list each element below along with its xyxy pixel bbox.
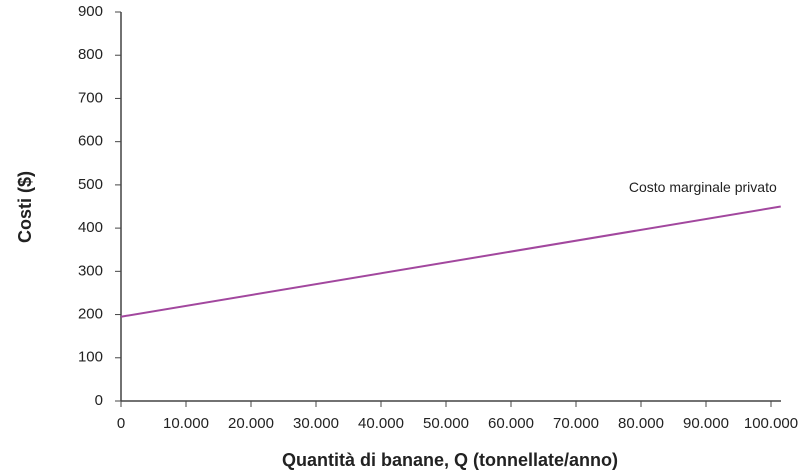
x-tick-label: 50.000 (423, 415, 469, 432)
y-tick-label: 500 (78, 176, 103, 193)
x-tick-label: 20.000 (228, 415, 274, 432)
y-tick-label: 800 (78, 46, 103, 63)
line-label: Costo marginale privato (629, 179, 777, 195)
x-tick-label: 10.000 (163, 415, 209, 432)
y-tick-label: 100 (78, 349, 103, 366)
y-tick-label: 700 (78, 89, 103, 106)
x-axis-title: Quantità di banane, Q (tonnellate/anno) (282, 450, 618, 470)
y-tick-label: 300 (78, 262, 103, 279)
x-tick-label: 70.000 (553, 415, 599, 432)
x-tick-label: 30.000 (293, 415, 339, 432)
x-tick-label: 80.000 (618, 415, 664, 432)
line (120, 205, 781, 318)
y-tick-label: 900 (78, 3, 103, 20)
x-tick-label: 40.000 (358, 415, 404, 432)
y-tick-label: 200 (78, 306, 103, 323)
x-tick-label: 100.000 (744, 415, 798, 432)
y-axis-title: Costi ($) (15, 171, 35, 243)
y-tick-label: 400 (78, 219, 103, 236)
x-tick-label: 60.000 (488, 415, 534, 432)
x-tick-label: 0 (117, 415, 125, 432)
y-tick-label: 600 (78, 133, 103, 150)
x-tick-label: 90.000 (683, 415, 729, 432)
y-tick-label: 0 (95, 392, 103, 409)
